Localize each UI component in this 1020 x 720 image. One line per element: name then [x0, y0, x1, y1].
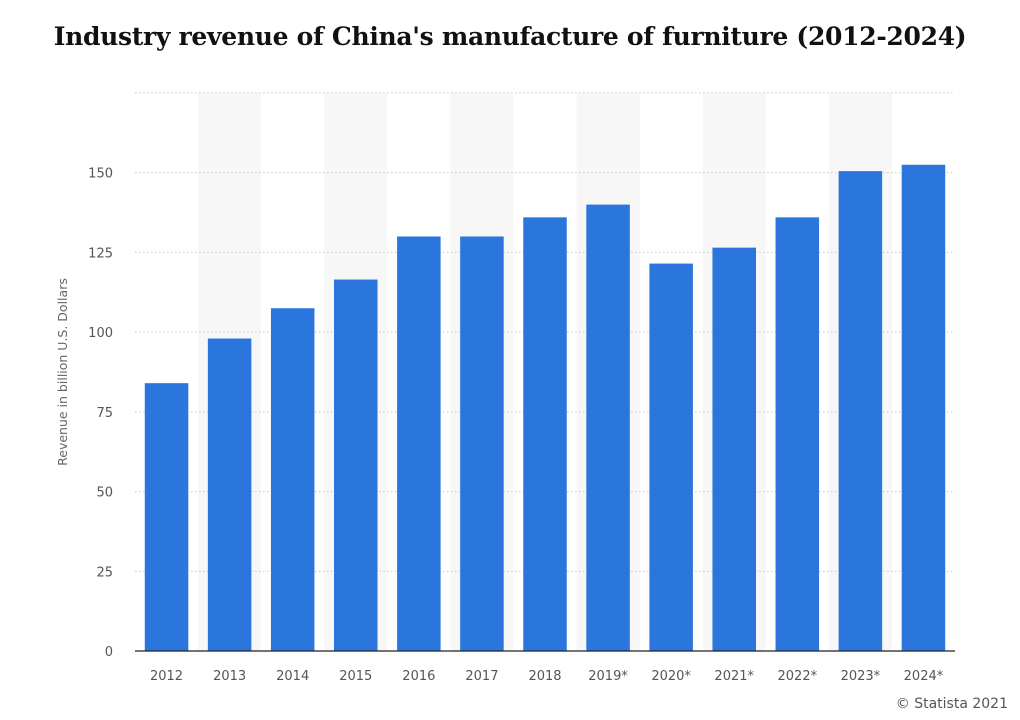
bar [838, 171, 883, 651]
bar [586, 204, 630, 651]
x-tick-label: 2015 [339, 669, 372, 684]
y-tick-label: 100 [88, 326, 113, 341]
bar [712, 247, 756, 651]
bar [207, 338, 252, 651]
y-tick-label: 75 [96, 406, 113, 421]
y-tick-label: 150 [88, 167, 113, 182]
chart-title: Industry revenue of China's manufacture … [53, 22, 967, 51]
x-tick-label: 2023* [841, 669, 881, 684]
x-tick-label: 2018 [528, 669, 561, 684]
y-tick-label: 25 [96, 565, 113, 580]
source-credit: © Statista 2021 [895, 696, 1008, 712]
x-tick-label: 2022* [778, 669, 818, 684]
x-tick-label: 2014 [276, 669, 309, 684]
x-tick-label: 2017 [465, 669, 498, 684]
bar [460, 236, 504, 651]
bar [775, 217, 820, 651]
bar [334, 279, 378, 651]
bar [144, 383, 189, 651]
bar [649, 263, 693, 651]
x-tick-label: 2019* [588, 669, 628, 684]
y-tick-label: 50 [96, 486, 113, 501]
bar [270, 308, 315, 651]
x-tick-label: 2021* [714, 669, 754, 684]
x-tick-label: 2012 [150, 669, 183, 684]
y-axis-label: Revenue in billion U.S. Dollars [55, 278, 70, 466]
bar [901, 164, 946, 651]
x-tick-label: 2024* [904, 669, 944, 684]
bar [523, 217, 567, 651]
y-tick-label: 125 [88, 246, 113, 261]
y-tick-label: 0 [105, 645, 113, 660]
x-tick-label: 2013 [213, 669, 246, 684]
x-tick-label: 2016 [402, 669, 435, 684]
bar [397, 236, 441, 651]
x-tick-label: 2020* [651, 669, 691, 684]
